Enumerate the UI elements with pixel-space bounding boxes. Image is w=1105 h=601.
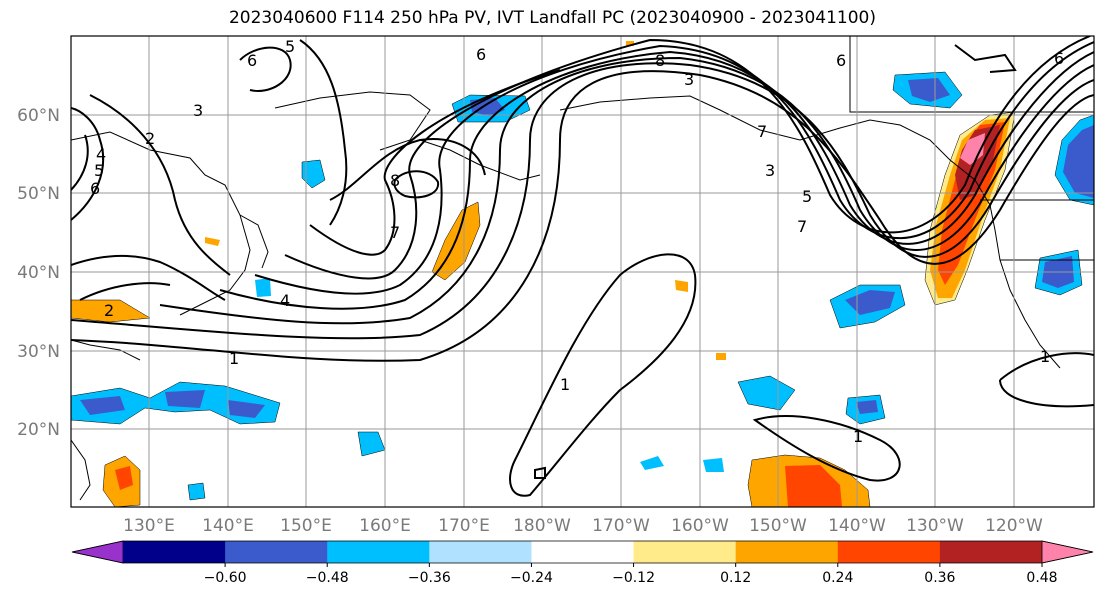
- colorbar-swatch: [939, 541, 1043, 563]
- contour-label: 3: [193, 101, 203, 120]
- lon-label: 130°E: [123, 516, 175, 536]
- lon-label: 150°E: [280, 516, 332, 536]
- contour-label: 3: [765, 161, 775, 180]
- colorbar-swatch: [633, 541, 737, 563]
- colorbar-swatch: [735, 541, 839, 563]
- colorbar-swatch: [123, 541, 226, 563]
- colorbar-swatch: [837, 541, 941, 563]
- contour-label: 6: [836, 51, 846, 70]
- lon-label: 140°E: [202, 516, 254, 536]
- colorbar-tick-label: 0.36: [924, 570, 955, 586]
- contour-label: 3: [684, 70, 694, 89]
- lon-label: 150°W: [749, 516, 807, 536]
- lat-label: 60°N: [17, 106, 60, 126]
- lon-label: 140°W: [828, 516, 886, 536]
- longitude-labels: 130°E 140°E 150°E 160°E 170°E 180°W 170°…: [123, 516, 1043, 536]
- lat-label: 40°N: [17, 263, 60, 283]
- contour-label: 1: [1040, 347, 1050, 366]
- lon-label: 160°W: [671, 516, 729, 536]
- contour-label: 1: [229, 349, 239, 368]
- colorbar-swatch: [225, 541, 328, 563]
- contour-label: 1: [853, 427, 863, 446]
- colorbar: −0.60 −0.48 −0.36 −0.24 −0.12 0.12 0.24 0.36 0.4…: [71, 540, 1094, 586]
- contour-label: 6: [90, 179, 100, 198]
- contour-label: 7: [797, 217, 807, 236]
- contour-label: 5: [802, 187, 812, 206]
- colorbar-swatch: [327, 541, 430, 563]
- contour-label: 5: [94, 161, 104, 180]
- contour-label: 1: [560, 375, 570, 394]
- contour-label: 6: [476, 45, 486, 64]
- colorbar-extend-max: [1041, 540, 1094, 564]
- map-title: 2023040600 F114 250 hPa PV, IVT Landfall…: [228, 8, 876, 28]
- colorbar-tick-label: −0.12: [612, 570, 655, 586]
- contour-label: 2: [104, 301, 114, 320]
- latitude-labels: 60°N 50°N 40°N 30°N 20°N: [17, 106, 60, 440]
- colorbar-swatch: [429, 541, 532, 563]
- contour-label: 7: [390, 223, 400, 242]
- colorbar-outline: [71, 540, 1094, 564]
- colorbar-swatch: [531, 541, 635, 563]
- contour-label: 8: [390, 171, 400, 190]
- colorbar-tick-label: −0.36: [408, 570, 451, 586]
- contour-label: 7: [757, 122, 767, 141]
- colorbar-tick-label: −0.24: [510, 570, 553, 586]
- colorbar-tick-label: 0.12: [720, 570, 751, 586]
- colorbar-tick-label: 0.24: [822, 570, 853, 586]
- colorbar-tick-label: 0.48: [1026, 570, 1057, 586]
- contour-label: 6: [1054, 49, 1064, 68]
- lon-label: 180°W: [513, 516, 571, 536]
- pv-contours: [71, 36, 1094, 497]
- contour-labels: 5 6 3 2 4 5 6 6 3 8 6 7 8 7 4 2 1 1 3 5 …: [90, 37, 1064, 446]
- contour-label: 8: [655, 51, 665, 70]
- colorbar-extend-min: [71, 540, 124, 564]
- contour-label: 4: [280, 291, 290, 310]
- contour-label: 6: [247, 51, 257, 70]
- lat-label: 30°N: [17, 342, 60, 362]
- lat-label: 50°N: [17, 184, 60, 204]
- lon-label: 170°E: [438, 516, 490, 536]
- colorbar-tick-label: −0.60: [204, 570, 247, 586]
- lon-label: 170°W: [592, 516, 650, 536]
- lon-label: 130°W: [906, 516, 964, 536]
- lat-label: 20°N: [17, 420, 60, 440]
- map-frame: [70, 35, 1095, 508]
- graticule: [71, 36, 1094, 507]
- lon-label: 160°E: [359, 516, 411, 536]
- contour-label: 4: [96, 145, 106, 164]
- lon-label: 120°W: [985, 516, 1043, 536]
- colorbar-tick-label: −0.48: [306, 570, 349, 586]
- contour-label: 2: [145, 129, 155, 148]
- contour-label: 5: [285, 37, 295, 56]
